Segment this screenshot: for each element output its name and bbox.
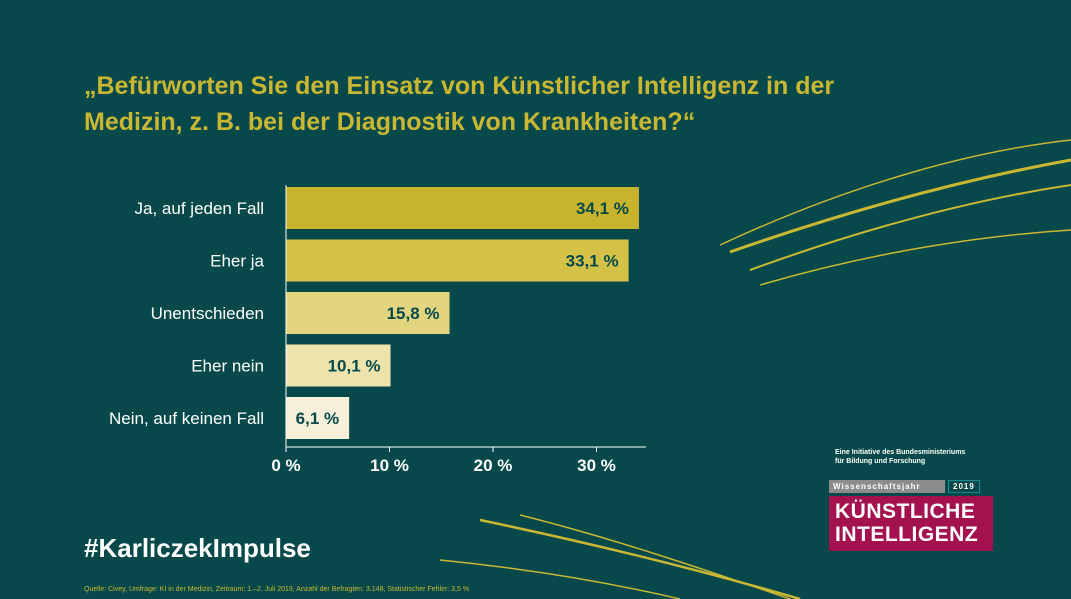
bar-3 [286, 344, 391, 387]
source-note: Quelle: Civey, Umfrage: KI in der Medizi… [84, 586, 470, 593]
logo-tagline-1: Eine Initiative des Bundesministeriums [835, 449, 966, 456]
swoosh-top-1 [729, 158, 1071, 254]
x-tick-label-2: 20 % [474, 456, 513, 475]
category-label-2: Unentschieden [151, 304, 264, 323]
category-label-0: Ja, auf jeden Fall [135, 199, 264, 218]
x-tick-label-1: 10 % [370, 456, 409, 475]
logo-tagline-2: für Bildung und Forschung [835, 458, 926, 465]
swoosh-bottom-2 [519, 514, 791, 599]
value-label-4: 6,1 % [296, 409, 339, 428]
hashtag: #KarliczekImpulse [84, 533, 311, 563]
bar-2 [286, 292, 450, 334]
bar-1 [286, 239, 629, 282]
bar-4 [286, 397, 350, 439]
value-label-1: 33,1 % [566, 252, 619, 271]
logo-year: 2019 [948, 480, 980, 493]
logo-wissenschaftsjahr: Wissenschaftsjahr [829, 480, 945, 493]
value-label-0: 34,1 % [576, 199, 629, 218]
logo-line-2: INTELLIGENZ [835, 523, 979, 546]
logo-line-1: KÜNSTLICHE [835, 500, 976, 523]
swoosh-top-2 [749, 184, 1071, 271]
x-tick-label-0: 0 % [271, 456, 300, 475]
swoosh-bottom-1 [479, 518, 801, 599]
swoosh-bottom-3 [439, 559, 681, 599]
category-label-3: Eher nein [191, 357, 264, 376]
value-label-2: 15,8 % [387, 304, 440, 323]
logo-ki-box: KÜNSTLICHE INTELLIGENZ [829, 496, 993, 551]
x-tick-label-3: 30 % [577, 456, 616, 475]
swoosh-top-3 [719, 139, 1071, 246]
bar-0 [286, 187, 639, 229]
value-label-3: 10,1 % [328, 357, 381, 376]
wissenschaftsjahr-logo: Eine Initiative des Bundesministeriums f… [829, 448, 999, 551]
chart-title: „Befürworten Sie den Einsatz von Künstli… [84, 72, 835, 136]
category-label-4: Nein, auf keinen Fall [109, 409, 264, 428]
category-label-1: Eher ja [210, 252, 264, 271]
swoosh-top-4 [759, 229, 1071, 286]
